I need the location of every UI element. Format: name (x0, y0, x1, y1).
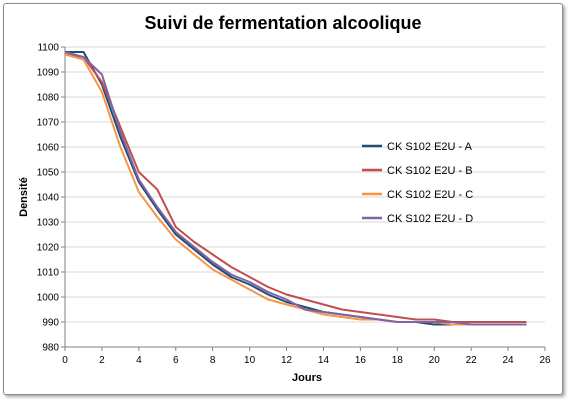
y-tick-label: 1060 (37, 143, 60, 154)
legend-label: CK S102 E2U - D (387, 213, 473, 225)
x-tick-label: 12 (281, 355, 293, 366)
y-axis-title: Densité (18, 177, 30, 217)
y-tick-label: 1070 (37, 118, 60, 129)
series-line-d (64, 51, 527, 326)
series-line-c (64, 53, 527, 326)
x-tick-label: 0 (62, 355, 68, 366)
axes (61, 46, 546, 351)
x-tick-label: 20 (429, 355, 441, 366)
x-tick-label: 10 (244, 355, 256, 366)
y-tick-label: 1040 (37, 193, 60, 204)
x-tick-label: 14 (318, 355, 330, 366)
y-tick-label: 1090 (37, 68, 60, 79)
y-tick-label: 1010 (37, 268, 60, 279)
x-tick-label: 18 (392, 355, 404, 366)
y-tick-label: 990 (42, 318, 59, 329)
y-tick-label: 1080 (37, 93, 60, 104)
y-tick-label: 1020 (37, 243, 60, 254)
legend: CK S102 E2U - A CK S102 E2U - B CK S102 E2… (362, 141, 473, 225)
series-lines (64, 51, 527, 326)
chart-title: Suivi de fermentation alcoolique (144, 13, 421, 33)
x-tick-label: 24 (503, 355, 515, 366)
x-tick-label: 26 (539, 355, 551, 366)
y-tick-label: 1100 (37, 43, 59, 54)
legend-label: CK S102 E2U - B (387, 165, 473, 177)
legend-label: CK S102 E2U - A (387, 141, 473, 153)
y-tick-label: 1000 (37, 293, 60, 304)
gridlines (65, 46, 545, 323)
x-tick-label: 2 (99, 355, 105, 366)
x-tick-label: 4 (136, 355, 142, 366)
x-axis-title: Jours (292, 372, 322, 384)
y-tick-labels: 980 990 1000 1010 1020 1030 1040 1050 1060 1070 10… (37, 43, 60, 354)
y-tick-label: 980 (42, 343, 59, 354)
x-tick-label: 16 (355, 355, 367, 366)
x-tick-label: 8 (210, 355, 216, 366)
legend-label: CK S102 E2U - C (387, 189, 473, 201)
x-tick-label: 6 (173, 355, 179, 366)
x-tick-labels: 0 2 4 6 8 10 12 14 16 18 20 22 24 26 (62, 355, 551, 366)
y-tick-label: 1050 (37, 168, 60, 179)
x-tick-label: 22 (466, 355, 478, 366)
y-tick-label: 1030 (37, 218, 60, 229)
